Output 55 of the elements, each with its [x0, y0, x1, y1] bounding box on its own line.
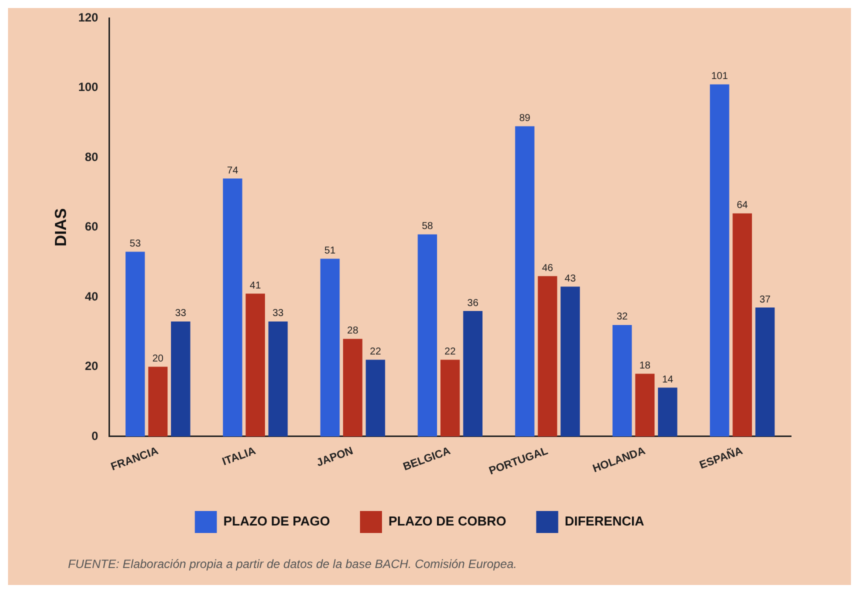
y-tick-label: 80 [84, 150, 99, 164]
data-label: 101 [711, 71, 728, 82]
y-tick-label: 0 [92, 428, 99, 443]
bar [732, 213, 752, 436]
y-tick-label: 100 [78, 80, 99, 94]
data-label: 20 [152, 354, 164, 365]
bar [658, 388, 678, 436]
data-label: 46 [542, 262, 554, 274]
data-label: 64 [736, 200, 748, 212]
data-label: 36 [467, 298, 479, 309]
bar [755, 308, 775, 436]
data-label: 89 [519, 113, 531, 124]
bar [538, 276, 558, 436]
data-label: 32 [616, 312, 628, 323]
data-label: 22 [370, 346, 382, 358]
bar [463, 311, 482, 436]
bar [343, 338, 362, 436]
data-label: 51 [324, 245, 336, 256]
bar [612, 324, 632, 436]
data-label: 41 [250, 280, 262, 292]
y-axis-title: DIAS [53, 208, 70, 246]
bar [710, 84, 730, 436]
bar [418, 234, 438, 436]
bar [268, 321, 288, 436]
legend-label: PLAZO DE PAGO [223, 514, 330, 529]
data-label: 37 [759, 294, 772, 306]
legend-label: PLAZO DE COBRO [388, 514, 506, 529]
data-label: 28 [347, 326, 359, 337]
bar [440, 360, 460, 436]
y-tick-label: 40 [84, 289, 99, 304]
data-label: 22 [444, 346, 456, 358]
data-label: 18 [639, 360, 651, 372]
bar [635, 374, 655, 436]
bar [222, 178, 242, 436]
data-label: 53 [130, 238, 142, 250]
y-tick-label: 60 [84, 220, 99, 234]
bar [320, 258, 340, 436]
legend-label: DIFERENCIA [564, 514, 645, 529]
data-label: 33 [272, 308, 284, 320]
bar [126, 252, 145, 436]
data-label: 58 [422, 221, 434, 232]
data-label: 14 [662, 374, 674, 386]
data-label: 74 [227, 165, 239, 176]
bar [515, 126, 534, 436]
x-tick-label: ITALIA [220, 445, 258, 468]
bar [148, 366, 168, 436]
y-tick-label: 20 [84, 359, 99, 374]
bar [246, 294, 265, 436]
bar [366, 360, 386, 436]
source-note: FUENTE: Elaboración propia a partir de datos de la base BACH. Comisión Europea. [67, 556, 518, 573]
data-label: 33 [175, 308, 187, 320]
y-tick-label: 120 [78, 10, 99, 25]
bar [170, 321, 190, 436]
data-label: 43 [564, 273, 576, 284]
bar [560, 286, 580, 436]
